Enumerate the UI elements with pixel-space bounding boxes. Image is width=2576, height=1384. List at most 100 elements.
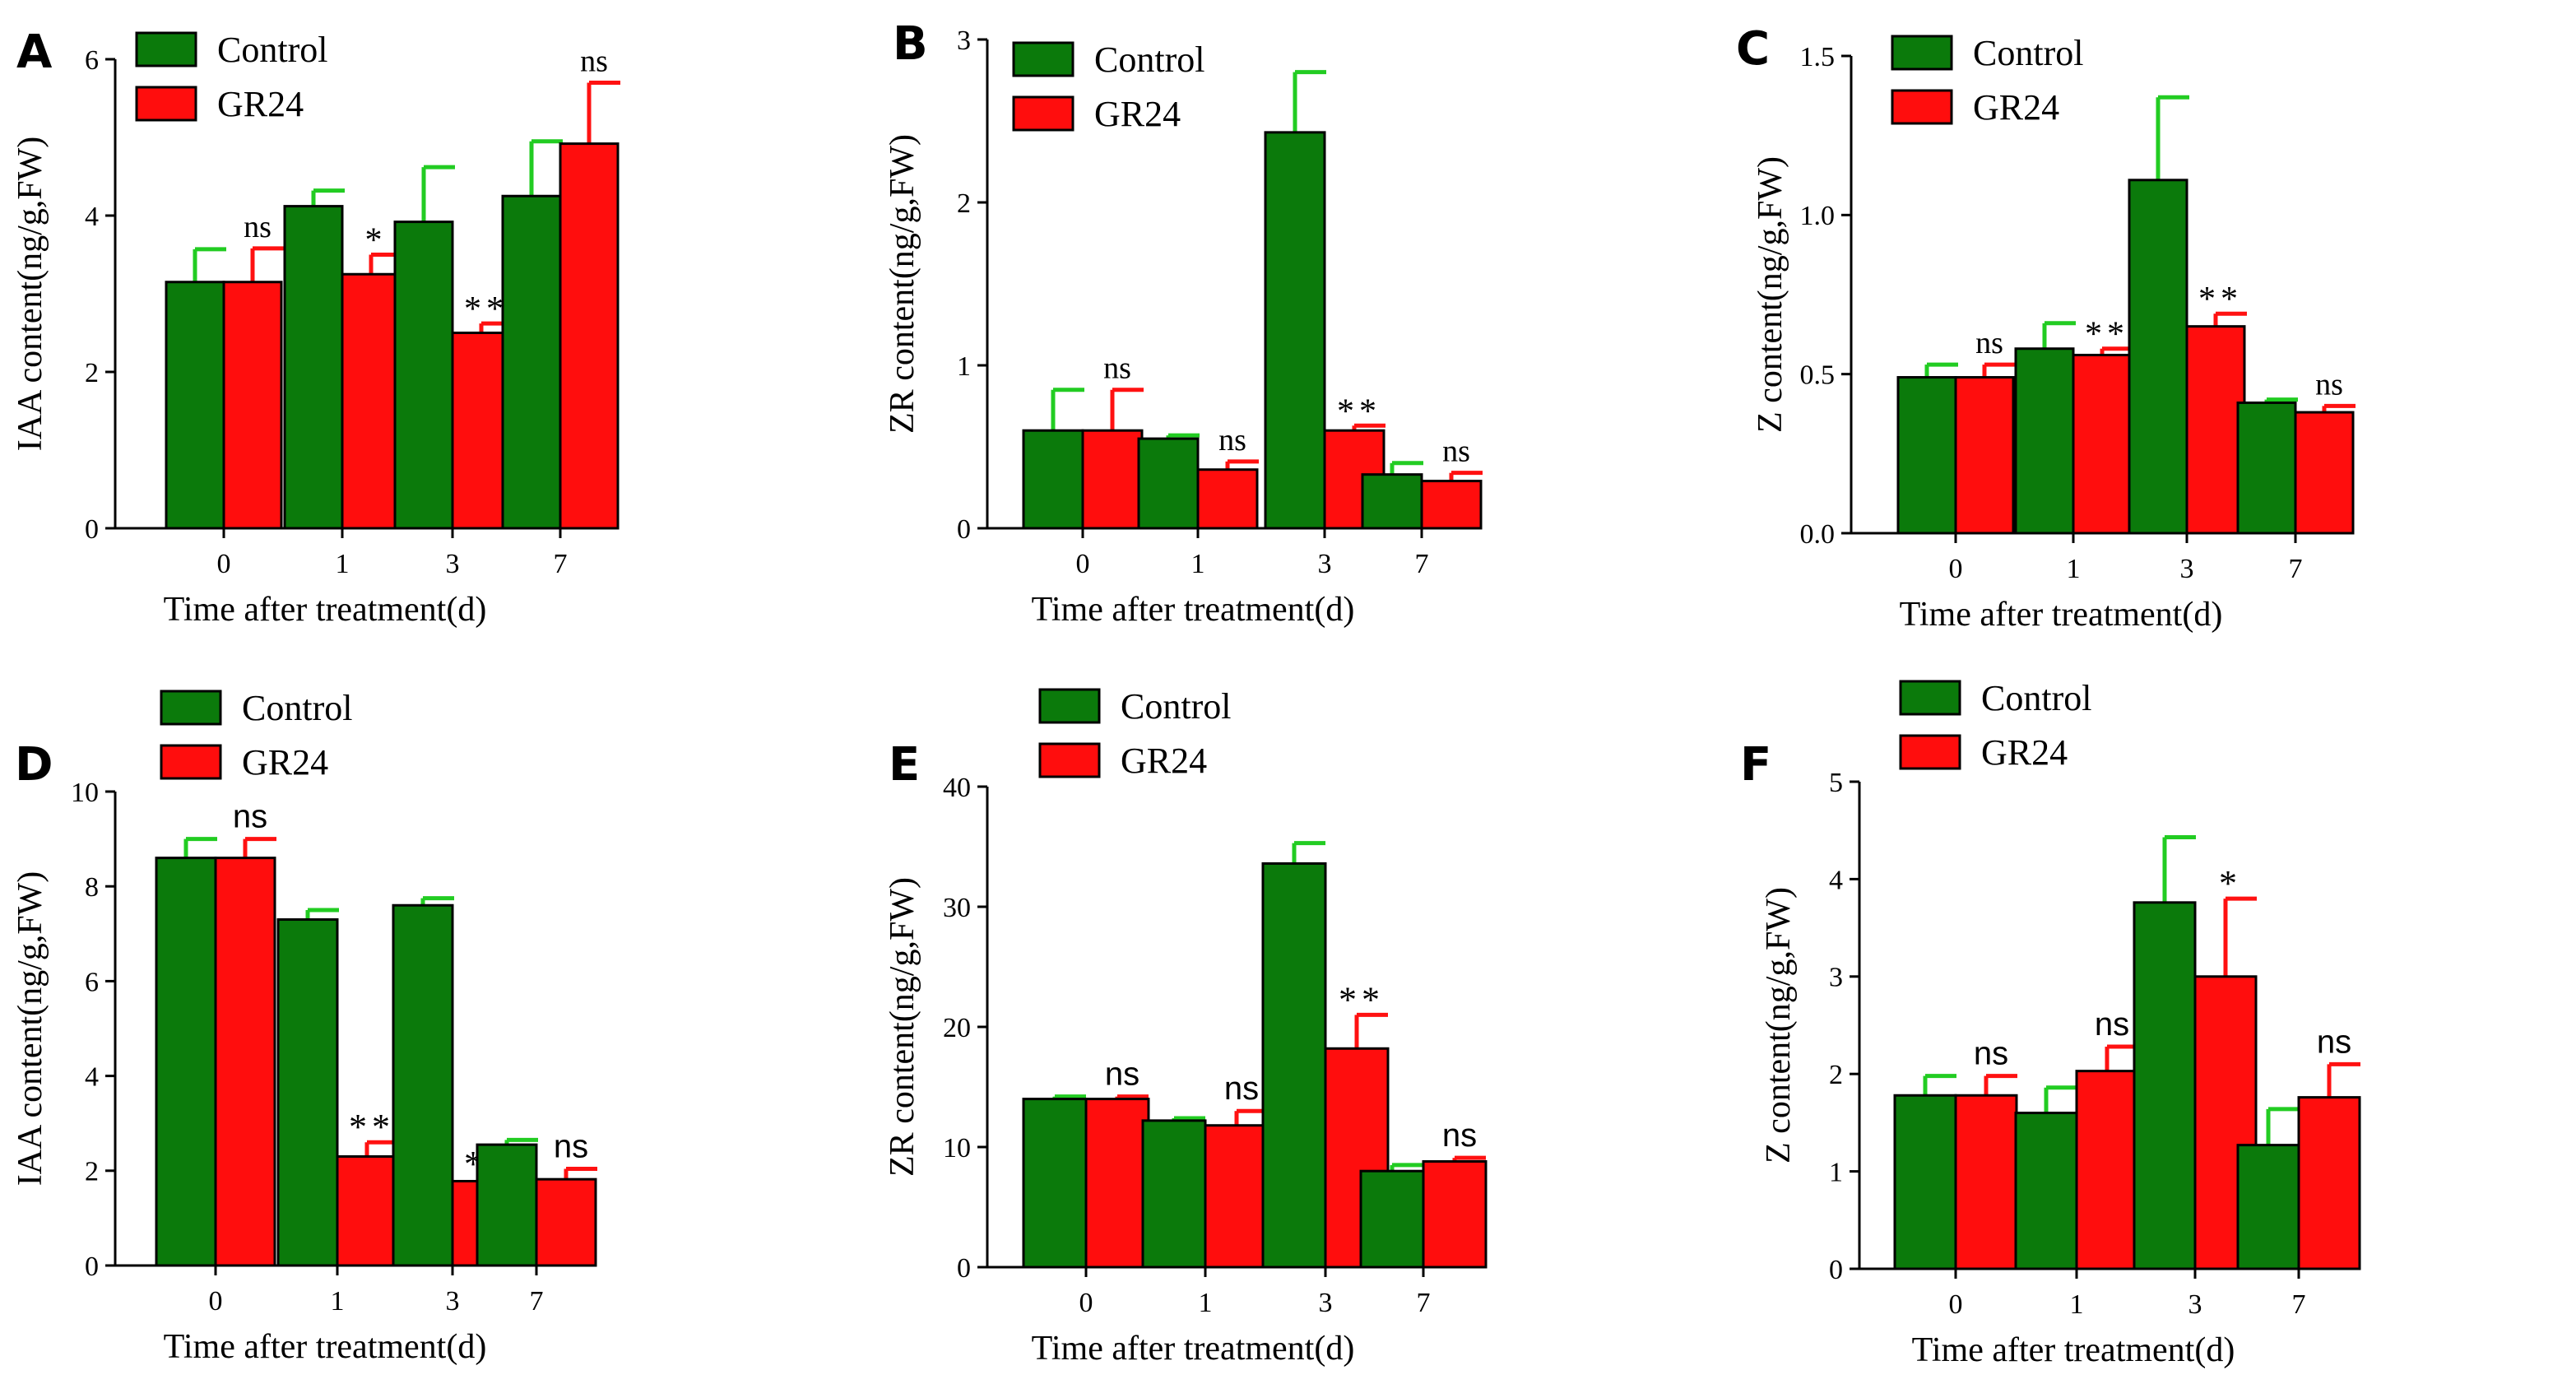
legend-label-gr24: GR24	[1121, 741, 1207, 781]
legend: Control GR24	[135, 30, 327, 124]
panel-letter: A	[16, 26, 53, 79]
y-tick-label: 4	[85, 202, 99, 232]
bar-control	[1359, 1169, 1425, 1269]
y-axis-label: Z content(ng/g,FW)	[1752, 156, 1789, 433]
significance-label: *	[2219, 863, 2242, 903]
x-tick-label: 3	[2180, 554, 2194, 584]
x-axis-label: Time after treatment(d)	[1032, 1330, 1355, 1368]
panel-letter: E	[889, 738, 920, 792]
bar-gr24	[214, 857, 276, 1267]
significance-label: ns	[1218, 423, 1246, 457]
bar-gr24	[222, 281, 283, 530]
y-tick-label: 10	[71, 778, 99, 808]
x-tick-label: 3	[1319, 1288, 1333, 1318]
x-tick-label: 0	[209, 1286, 223, 1317]
legend-swatch-control	[135, 31, 197, 67]
x-tick-label: 7	[2292, 1289, 2306, 1320]
chart-panel-a: A 0 2 4 6 IAA content(ng/g,FW) Time after trea…	[12, 26, 620, 629]
bar-control	[2014, 347, 2075, 535]
legend-swatch-gr24	[1012, 95, 1074, 132]
significance-label: **	[349, 1107, 395, 1147]
significance-label: ns	[2315, 367, 2343, 402]
significance-label: **	[2198, 281, 2243, 318]
bar-control	[283, 205, 344, 530]
bar-gr24	[2297, 1096, 2361, 1270]
bar-control	[1022, 429, 1084, 530]
legend-label-control: Control	[217, 30, 327, 70]
bar-control	[501, 194, 562, 530]
y-tick-label: 10	[943, 1133, 971, 1163]
significance-label: ns	[554, 1128, 588, 1164]
y-tick-label: 0.5	[1800, 360, 1836, 391]
y-tick-label: 1.5	[1800, 42, 1836, 72]
significance-label: ns	[1974, 1036, 2008, 1072]
x-tick-label: 1	[336, 549, 350, 579]
y-tick-label: 3	[957, 26, 971, 56]
y-tick-label: 30	[943, 893, 971, 923]
bar-control	[2014, 1112, 2078, 1270]
x-axis-label: Time after treatment(d)	[1912, 1331, 2235, 1369]
legend-label-gr24: GR24	[1973, 87, 2059, 128]
panel-letter: B	[893, 17, 928, 71]
chart-panel-c: C 0.0 0.5 1.0 1.5 Z content(ng/g,FW) Time afte…	[1736, 22, 2356, 634]
bar-gr24	[1081, 429, 1144, 530]
bar-gr24	[535, 1177, 597, 1267]
y-tick-label: 0	[85, 514, 99, 545]
y-tick-label: 4	[85, 1062, 99, 1093]
legend-label-gr24: GR24	[242, 742, 328, 783]
significance-label: ns	[1224, 1071, 1259, 1107]
x-tick-label: 1	[1191, 549, 1205, 579]
bar-gr24	[2075, 1070, 2139, 1270]
legend: Control GR24	[1899, 678, 2091, 773]
y-axis-label: ZR content(ng/g,FW)	[884, 877, 921, 1177]
x-tick-label: 7	[554, 549, 568, 579]
legend-swatch-gr24	[160, 744, 222, 780]
x-tick-label: 7	[1415, 549, 1429, 579]
x-axis-label: Time after treatment(d)	[1032, 591, 1355, 629]
bar-gr24	[1084, 1098, 1150, 1269]
y-tick-label: 5	[1829, 768, 1843, 798]
x-axis-label: Time after treatment(d)	[164, 1328, 487, 1366]
x-tick-label: 3	[1318, 549, 1332, 579]
significance-label: ns	[1442, 434, 1470, 469]
bar-gr24	[341, 272, 401, 530]
legend-label-control: Control	[1121, 686, 1231, 727]
y-axis-label: IAA content(ng/g,FW)	[12, 137, 49, 452]
y-tick-label: 40	[943, 773, 971, 803]
bar-gr24	[336, 1155, 398, 1267]
bar-control	[1022, 1098, 1088, 1269]
x-tick-label: 0	[1076, 549, 1090, 579]
x-tick-label: 7	[530, 1286, 544, 1317]
significance-label: ns	[1442, 1117, 1477, 1154]
bar-control	[476, 1143, 538, 1267]
legend-swatch-control	[1891, 35, 1953, 71]
y-tick-label: 2	[85, 358, 99, 388]
legend: Control GR24	[1012, 39, 1204, 134]
bar-control	[276, 918, 339, 1267]
y-tick-label: 0.0	[1800, 519, 1836, 550]
y-tick-label: 6	[85, 967, 99, 997]
y-tick-label: 3	[1829, 963, 1843, 993]
significance-label: ns	[580, 44, 608, 79]
significance-label: **	[1337, 392, 1381, 430]
bar-control	[392, 903, 454, 1267]
legend-label-gr24: GR24	[1981, 732, 2068, 773]
bar-gr24	[2072, 353, 2133, 535]
x-tick-label: 0	[1079, 1288, 1093, 1318]
x-tick-label: 1	[331, 1286, 345, 1317]
chart-panel-f: F 0 1 2 3 4 5 Z content(ng/g,FW) Time after trea…	[1740, 678, 2361, 1369]
significance-label: **	[464, 290, 508, 328]
bar-gr24	[1420, 480, 1483, 530]
x-tick-label: 7	[1417, 1288, 1431, 1318]
x-tick-label: 3	[446, 549, 460, 579]
legend-swatch-control	[1012, 41, 1074, 77]
significance-label: ns	[233, 799, 267, 835]
y-tick-label: 0	[1829, 1255, 1843, 1285]
y-tick-label: 2	[957, 188, 971, 219]
legend-swatch-control	[160, 690, 222, 726]
legend-swatch-gr24	[1038, 742, 1101, 778]
bar-gr24	[559, 142, 620, 530]
legend: Control GR24	[1038, 686, 1231, 781]
legend-swatch-control	[1038, 688, 1101, 724]
